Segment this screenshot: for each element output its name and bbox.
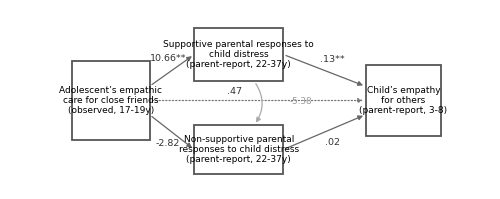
Text: Non-supportive parental
responses to child distress
(parent-report, 22-37y): Non-supportive parental responses to chi… (179, 135, 299, 164)
FancyBboxPatch shape (72, 61, 150, 140)
FancyBboxPatch shape (194, 125, 284, 174)
Text: .02: .02 (325, 138, 340, 147)
Text: .47: .47 (227, 87, 242, 96)
Text: .13**: .13** (320, 55, 344, 64)
Text: Adolescent’s empathic
care for close friends
(observed, 17-19y): Adolescent’s empathic care for close fri… (60, 86, 162, 115)
Text: 10.66**: 10.66** (150, 55, 186, 63)
Text: Child’s empathy
for others
(parent-report, 3-8): Child’s empathy for others (parent-repor… (360, 86, 448, 115)
Text: Supportive parental responses to
child distress
(parent-report, 22-37y): Supportive parental responses to child d… (164, 40, 314, 69)
Text: -2.82: -2.82 (156, 139, 180, 148)
FancyBboxPatch shape (194, 28, 284, 81)
FancyBboxPatch shape (366, 65, 442, 136)
Text: -5.38: -5.38 (289, 97, 312, 106)
